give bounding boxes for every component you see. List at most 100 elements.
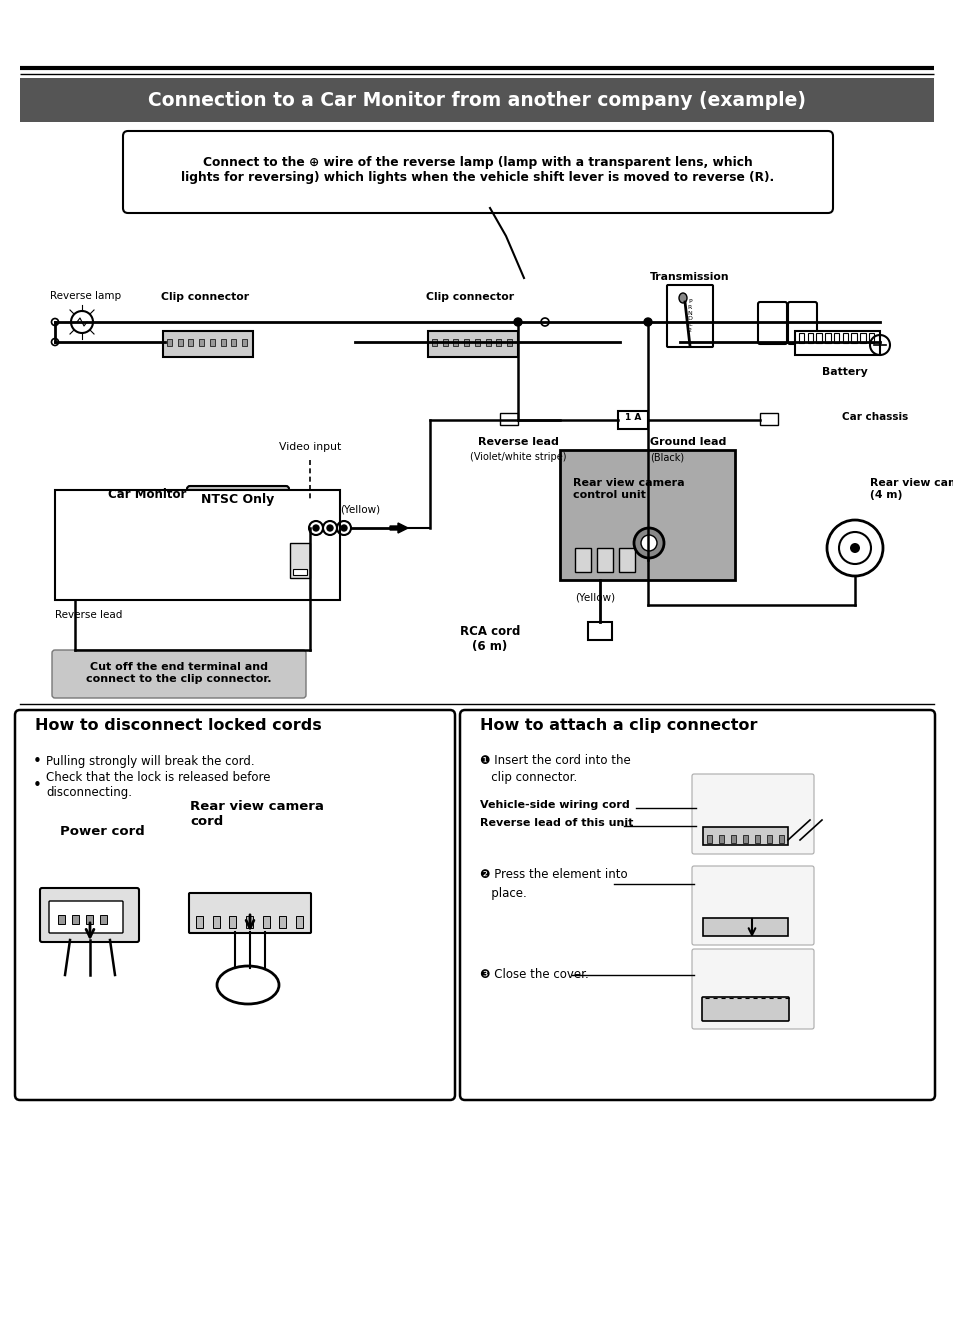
FancyBboxPatch shape — [691, 774, 813, 854]
Circle shape — [327, 525, 333, 532]
Text: Rear view camera
cord: Rear view camera cord — [190, 799, 323, 828]
Text: Ground lead: Ground lead — [649, 437, 725, 447]
Bar — [167, 339, 172, 345]
Bar — [199, 339, 204, 345]
Circle shape — [340, 525, 347, 532]
Bar — [824, 333, 830, 343]
Text: Check that the lock is released before
disconnecting.: Check that the lock is released before d… — [46, 771, 271, 799]
Bar — [210, 339, 214, 345]
FancyBboxPatch shape — [52, 649, 306, 698]
Circle shape — [514, 317, 521, 325]
Bar — [719, 836, 723, 844]
Text: (Black): (Black) — [649, 453, 683, 462]
Bar — [220, 339, 225, 345]
Text: RCA cord
(6 m): RCA cord (6 m) — [459, 625, 519, 653]
Bar — [213, 916, 219, 928]
Text: place.: place. — [479, 886, 526, 900]
Text: Rear view camera
control unit: Rear view camera control unit — [573, 478, 684, 499]
Bar — [189, 339, 193, 345]
Bar — [841, 333, 847, 343]
Text: Connection to a Car Monitor from another company (example): Connection to a Car Monitor from another… — [148, 91, 805, 110]
Text: •: • — [33, 778, 42, 793]
FancyBboxPatch shape — [15, 710, 455, 1101]
Bar — [559, 450, 734, 580]
Bar — [587, 623, 612, 640]
Bar — [794, 331, 879, 355]
FancyBboxPatch shape — [123, 131, 832, 213]
Bar — [55, 490, 339, 600]
Text: Cut off the end terminal and
connect to the clip connector.: Cut off the end terminal and connect to … — [86, 663, 272, 684]
Text: Clip connector: Clip connector — [161, 292, 249, 303]
Bar — [597, 548, 613, 572]
FancyBboxPatch shape — [163, 331, 253, 358]
Circle shape — [540, 317, 548, 325]
Bar — [618, 548, 635, 572]
Text: Car Monitor: Car Monitor — [108, 487, 186, 501]
Bar — [575, 548, 590, 572]
Bar — [71, 915, 79, 924]
Bar — [833, 333, 839, 343]
Bar — [100, 915, 107, 924]
Bar — [499, 412, 517, 424]
Bar — [742, 836, 747, 844]
FancyBboxPatch shape — [49, 901, 123, 933]
Bar — [816, 333, 821, 343]
Bar — [779, 836, 783, 844]
Bar — [754, 836, 760, 844]
Bar — [702, 919, 787, 936]
Text: NTSC Only: NTSC Only — [201, 494, 274, 506]
Circle shape — [640, 536, 657, 552]
Bar — [702, 828, 787, 845]
Bar — [799, 333, 803, 343]
FancyBboxPatch shape — [787, 303, 816, 344]
Text: clip connector.: clip connector. — [479, 771, 577, 785]
Circle shape — [313, 525, 318, 532]
Bar — [706, 836, 711, 844]
Bar — [464, 339, 469, 345]
Bar — [453, 339, 458, 345]
Text: P
R
N
D
L
2: P R N D L 2 — [687, 299, 692, 333]
Bar — [242, 339, 247, 345]
Bar — [496, 339, 500, 345]
Text: Power cord: Power cord — [60, 825, 145, 838]
Bar — [58, 915, 65, 924]
FancyBboxPatch shape — [758, 303, 786, 344]
FancyBboxPatch shape — [187, 486, 289, 516]
Text: Reverse lead of this unit: Reverse lead of this unit — [479, 818, 633, 828]
Text: Vehicle-side wiring cord: Vehicle-side wiring cord — [479, 799, 629, 810]
Text: Battery: Battery — [821, 367, 867, 378]
Text: Clip connector: Clip connector — [425, 292, 514, 303]
Bar — [246, 916, 253, 928]
FancyBboxPatch shape — [691, 866, 813, 945]
Bar — [432, 339, 436, 345]
Text: Transmission: Transmission — [650, 272, 729, 283]
Circle shape — [51, 319, 58, 325]
Bar — [295, 916, 303, 928]
Bar — [506, 339, 512, 345]
Bar — [229, 916, 236, 928]
Text: Car chassis: Car chassis — [841, 412, 907, 422]
Bar — [860, 333, 864, 343]
FancyArrow shape — [390, 524, 408, 533]
Bar — [177, 339, 183, 345]
Text: 1 A: 1 A — [624, 412, 640, 422]
Text: Video input: Video input — [278, 442, 341, 453]
Bar — [760, 412, 778, 424]
Circle shape — [849, 544, 859, 553]
Bar — [86, 915, 92, 924]
Text: ❷ Press the element into: ❷ Press the element into — [479, 869, 627, 881]
Text: Connect to the ⊕ wire of the reverse lamp (lamp with a transparent lens, which
l: Connect to the ⊕ wire of the reverse lam… — [181, 157, 774, 183]
Bar — [730, 836, 735, 844]
Bar — [279, 916, 286, 928]
Bar — [195, 916, 203, 928]
Text: Reverse lead: Reverse lead — [55, 611, 122, 620]
Circle shape — [51, 339, 58, 345]
Text: Pulling strongly will break the cord.: Pulling strongly will break the cord. — [46, 755, 254, 769]
Text: Rear view camera
(4 m): Rear view camera (4 m) — [869, 478, 953, 499]
Text: How to attach a clip connector: How to attach a clip connector — [479, 718, 757, 732]
Text: (Violet/white stripe): (Violet/white stripe) — [469, 453, 566, 462]
Bar — [485, 339, 490, 345]
Bar — [851, 333, 856, 343]
Bar — [807, 333, 812, 343]
Bar — [290, 544, 310, 578]
